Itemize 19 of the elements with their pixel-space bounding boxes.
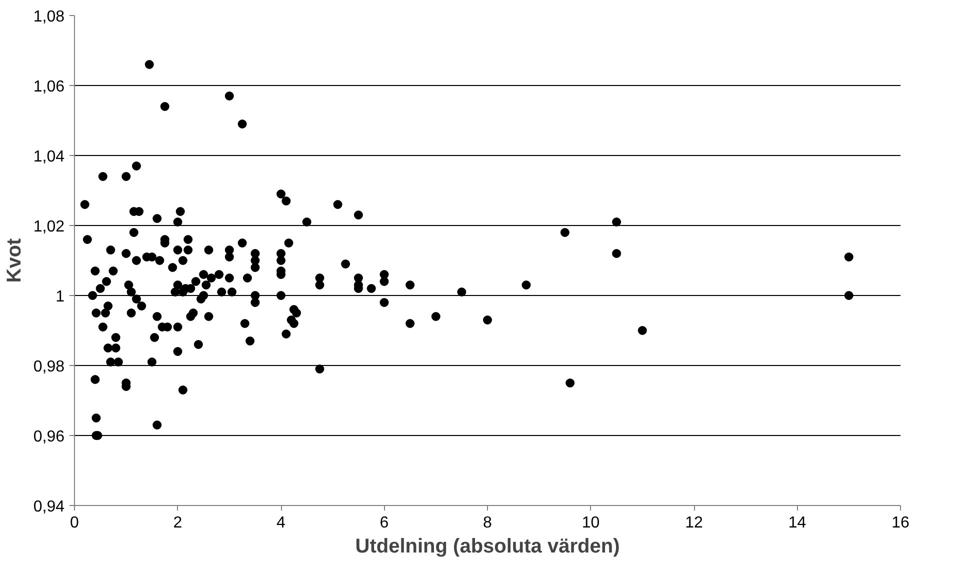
y-tick-label: 1,02 — [33, 218, 65, 236]
x-tick-label: 16 — [892, 514, 910, 532]
y-tick-label: 1,04 — [33, 148, 65, 166]
x-tick-label: 6 — [380, 514, 389, 532]
y-tick-label: 1 — [56, 288, 65, 306]
x-tick-label: 14 — [788, 514, 806, 532]
y-tick-label: 1,08 — [33, 8, 65, 26]
y-tick-label: 0,98 — [33, 358, 65, 376]
y-tick-label: 0,96 — [33, 428, 65, 446]
x-tick-label: 0 — [70, 514, 80, 532]
y-tick-label: 1,06 — [33, 78, 65, 96]
x-tick-label: 10 — [582, 514, 600, 532]
x-tick-label: 8 — [483, 514, 492, 532]
x-tick-label: 12 — [685, 514, 703, 532]
x-tick-label: 4 — [276, 514, 286, 532]
x-axis-title: Utdelning (absoluta värden) — [355, 536, 620, 558]
x-tick-label: 2 — [173, 514, 182, 532]
y-tick-label: 0,94 — [33, 498, 65, 516]
y-axis-title: Kvot — [3, 238, 26, 283]
